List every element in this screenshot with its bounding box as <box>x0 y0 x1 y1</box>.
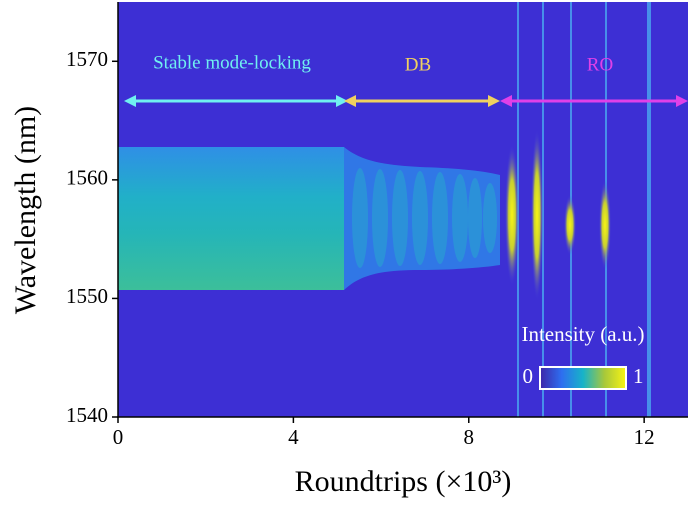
x-tick-label: 12 <box>634 425 655 449</box>
colorbar <box>539 366 627 390</box>
annotation: RO <box>587 54 613 75</box>
x-axis-label: Roundtrips (×10³) <box>295 465 512 498</box>
x-tick-label: 4 <box>288 425 299 449</box>
x-tick-label: 0 <box>113 425 124 449</box>
y-tick-label: 1550 <box>66 284 108 308</box>
y-tick-label: 1540 <box>66 403 108 427</box>
colorbar-label: Intensity (a.u.) <box>521 322 644 346</box>
colorbar-tick-label: 1 <box>633 364 644 388</box>
y-tick-label: 1570 <box>66 47 108 71</box>
y-axis-label: Wavelength (nm) <box>9 106 42 314</box>
heatmap <box>118 2 688 417</box>
arrows <box>124 95 688 107</box>
x-tick-label: 8 <box>464 425 475 449</box>
colorbar-tick-label: 0 <box>523 364 534 388</box>
annotation: DB <box>405 54 431 75</box>
annotation: Stable mode-locking <box>153 52 311 73</box>
y-tick-label: 1560 <box>66 166 108 190</box>
